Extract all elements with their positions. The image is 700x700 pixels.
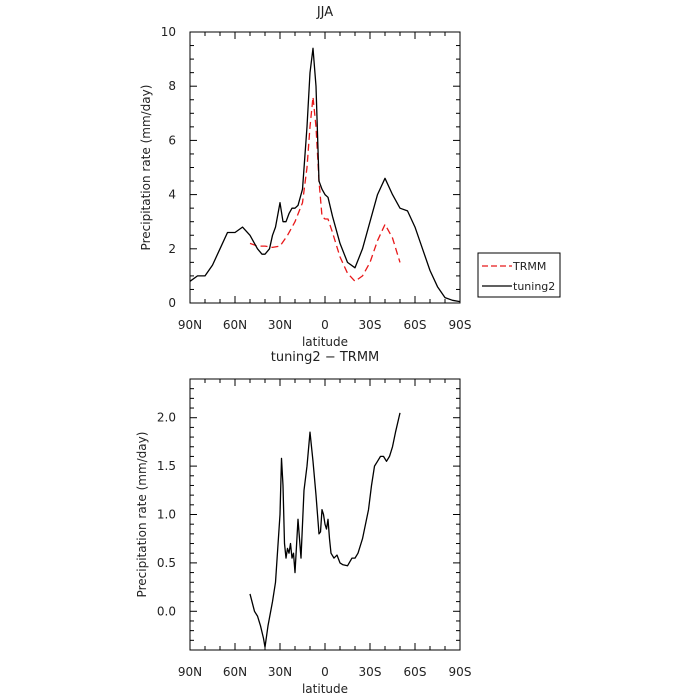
chart-panel-2 (189, 378, 461, 651)
x-tick-label: 60N (223, 318, 247, 332)
plot-frame (189, 31, 461, 304)
y-tick-label: 0 (168, 296, 176, 310)
x-tick-label: 60S (404, 318, 427, 332)
plot-frame (189, 378, 461, 651)
x-axis-title: latitude (302, 335, 348, 349)
legend-label-tuning2: tuning2 (513, 280, 555, 293)
plot-title: JJA (316, 5, 333, 20)
series-line-difference (249, 412, 401, 648)
x-tick-label: 60S (404, 665, 427, 679)
x-tick-label: 90S (449, 318, 472, 332)
x-tick-label: 30N (268, 665, 292, 679)
x-axis-title: latitude (302, 682, 348, 696)
y-tick-label: 8 (168, 79, 176, 93)
legend-box (477, 252, 561, 298)
y-tick-label: 0.5 (157, 556, 176, 570)
y-axis-title: Precipitation rate (mm/day) (135, 432, 149, 598)
x-tick-label: 60N (223, 665, 247, 679)
x-tick-label: 30S (359, 665, 382, 679)
y-tick-label: 6 (168, 133, 176, 147)
legend-label-trmm: TRMM (512, 260, 546, 273)
series-line-trmm (249, 96, 401, 282)
chart-panel-1 (189, 31, 561, 304)
y-tick-label: 2.0 (157, 411, 176, 425)
plot-title: tuning2 − TRMM (271, 350, 380, 365)
x-tick-label: 90N (178, 318, 202, 332)
y-tick-label: 0.0 (157, 604, 176, 618)
x-tick-label: 30N (268, 318, 292, 332)
x-tick-label: 0 (321, 665, 329, 679)
x-tick-label: 90N (178, 665, 202, 679)
y-tick-label: 1.0 (157, 508, 176, 522)
y-axis-title: Precipitation rate (mm/day) (139, 85, 153, 251)
x-tick-label: 30S (359, 318, 382, 332)
y-tick-label: 4 (168, 188, 176, 202)
x-tick-label: 0 (321, 318, 329, 332)
series-line-tuning2 (189, 47, 461, 303)
y-tick-label: 2 (168, 242, 176, 256)
y-tick-label: 1.5 (157, 459, 176, 473)
x-tick-label: 90S (449, 665, 472, 679)
y-tick-label: 10 (161, 25, 176, 39)
